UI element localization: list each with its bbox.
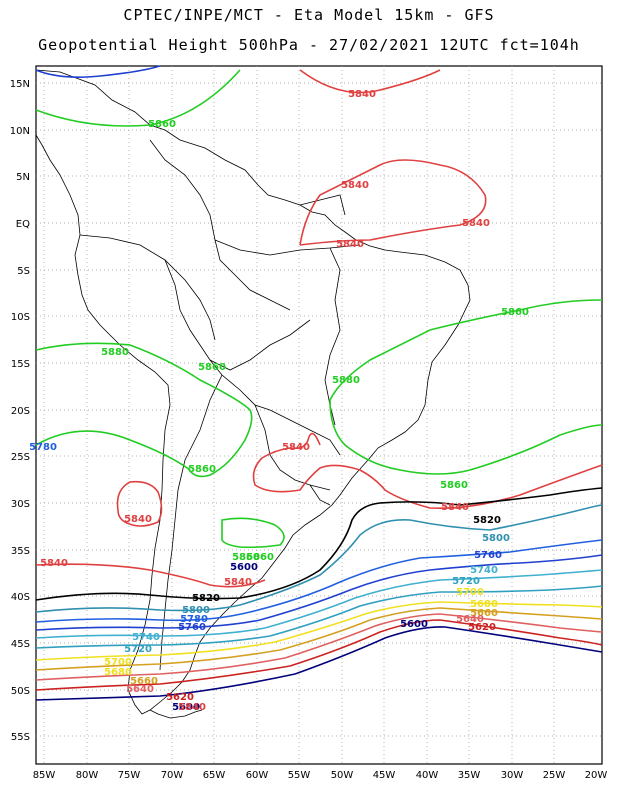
longitude-label: 70W <box>161 770 184 781</box>
contour-value-label: 5840 <box>336 239 364 250</box>
contour-value-label: 5720 <box>452 576 480 587</box>
contour-value-label: 5700 <box>104 657 132 668</box>
map-frame <box>35 65 603 765</box>
contour-value-label: 5840 <box>178 702 206 713</box>
contour-value-label: 5600 <box>172 702 200 713</box>
contour-value-label: 5680 <box>470 599 498 610</box>
contour-value-label: 5820 <box>473 515 501 526</box>
contour-value-label: 5880 <box>101 347 129 358</box>
longitude-label: 40W <box>416 770 439 781</box>
contour-value-label: 5660 <box>470 608 498 619</box>
contour-lines <box>35 65 603 701</box>
contour-value-label: 5620 <box>468 622 496 633</box>
contour-value-label: 5620 <box>166 692 194 703</box>
contour-value-label: 5840 <box>224 577 252 588</box>
contour-value-label: 5860 <box>148 119 176 130</box>
contour-value-label: 5840 <box>441 502 469 513</box>
contour-value-label: 5860 <box>440 480 468 491</box>
contour-value-label: 5640 <box>126 684 154 695</box>
map-title: CPTEC/INPE/MCT - Eta Model 15km - GFS <box>123 6 495 24</box>
latitude-label: 45S <box>11 639 30 650</box>
contour-value-label: 5840 <box>341 180 369 191</box>
longitude-label: 85W <box>33 770 56 781</box>
latitude-label: 20S <box>11 406 30 417</box>
contour-value-label: 5860 <box>188 464 216 475</box>
contour-value-label: 5660 <box>130 676 158 687</box>
longitude-label: 20W <box>585 770 608 781</box>
contour-value-label: 5680 <box>104 667 132 678</box>
contour-value-label: 5600 <box>400 619 428 630</box>
longitude-label: 65W <box>203 770 226 781</box>
contour-value-label: 5860 <box>232 552 260 563</box>
contour-value-label: 5720 <box>124 644 152 655</box>
contour-value-label: 5740 <box>470 565 498 576</box>
latitude-labels: 15N 10N 5N EQ 5S 10S 15S 20S 25S 30S 35S 40S 45S 50S 5… <box>10 79 30 743</box>
longitude-label: 35W <box>458 770 481 781</box>
contour-value-label: 5800 <box>482 533 510 544</box>
contour-value-label: 5640 <box>456 614 484 625</box>
contour-value-label: 5820 <box>192 593 220 604</box>
longitude-label: 25W <box>543 770 566 781</box>
contour-value-label: 5840 <box>348 89 376 100</box>
latitude-label: 15S <box>11 359 30 370</box>
latitude-label: 35S <box>11 546 30 557</box>
latitude-label: 5N <box>16 172 30 183</box>
latitude-label: 15N <box>10 79 30 90</box>
latitude-label: 30S <box>11 499 30 510</box>
latitude-label: 55S <box>11 732 30 743</box>
contour-value-label: 5840 <box>462 218 490 229</box>
longitude-label: 80W <box>76 770 99 781</box>
contour-value-label: 5760 <box>178 622 206 633</box>
latitude-label: 25S <box>11 452 30 463</box>
contour-value-label: 5880 <box>332 375 360 386</box>
contour-value-label: 5760 <box>474 550 502 561</box>
latitude-label: 5S <box>17 266 30 277</box>
latitude-label: EQ <box>16 219 30 230</box>
contour-labels: 5840 5860 5840 5840 5840 5860 5880 5860 5880 5840… <box>29 89 529 713</box>
contour-value-label: 5740 <box>132 632 160 643</box>
longitude-label: 60W <box>246 770 269 781</box>
contour-value-label: 5840 <box>282 442 310 453</box>
longitude-label: 50W <box>331 770 354 781</box>
longitude-label: 30W <box>501 770 524 781</box>
contour-value-label: 5860 <box>501 307 529 318</box>
longitude-label: 55W <box>288 770 311 781</box>
contour-value-label: 5780 <box>29 442 57 453</box>
contour-value-label: 5780 <box>180 614 208 625</box>
map-subtitle: Geopotential Height 500hPa - 27/02/2021 … <box>38 36 580 54</box>
longitude-labels: 85W 80W 75W 70W 65W 60W 55W 50W 45W 40W 35W 30W 25W 2… <box>33 770 608 781</box>
latitude-label: 40S <box>11 592 30 603</box>
coastline-outline <box>35 69 471 719</box>
contour-value-label: 5840 <box>40 558 68 569</box>
longitude-label: 45W <box>373 770 396 781</box>
latitude-label: 50S <box>11 686 30 697</box>
longitude-label: 75W <box>118 770 141 781</box>
lat-lon-grid <box>36 66 602 764</box>
contour-value-label: 5600 <box>230 562 258 573</box>
contour-value-label: 5700 <box>456 587 484 598</box>
contour-value-label: 5860 <box>246 552 274 563</box>
latitude-label: 10S <box>11 312 30 323</box>
latitude-label: 10N <box>10 126 30 137</box>
contour-value-label: 5860 <box>198 362 226 373</box>
contour-value-label: 5840 <box>124 514 152 525</box>
contour-value-label: 5800 <box>182 605 210 616</box>
